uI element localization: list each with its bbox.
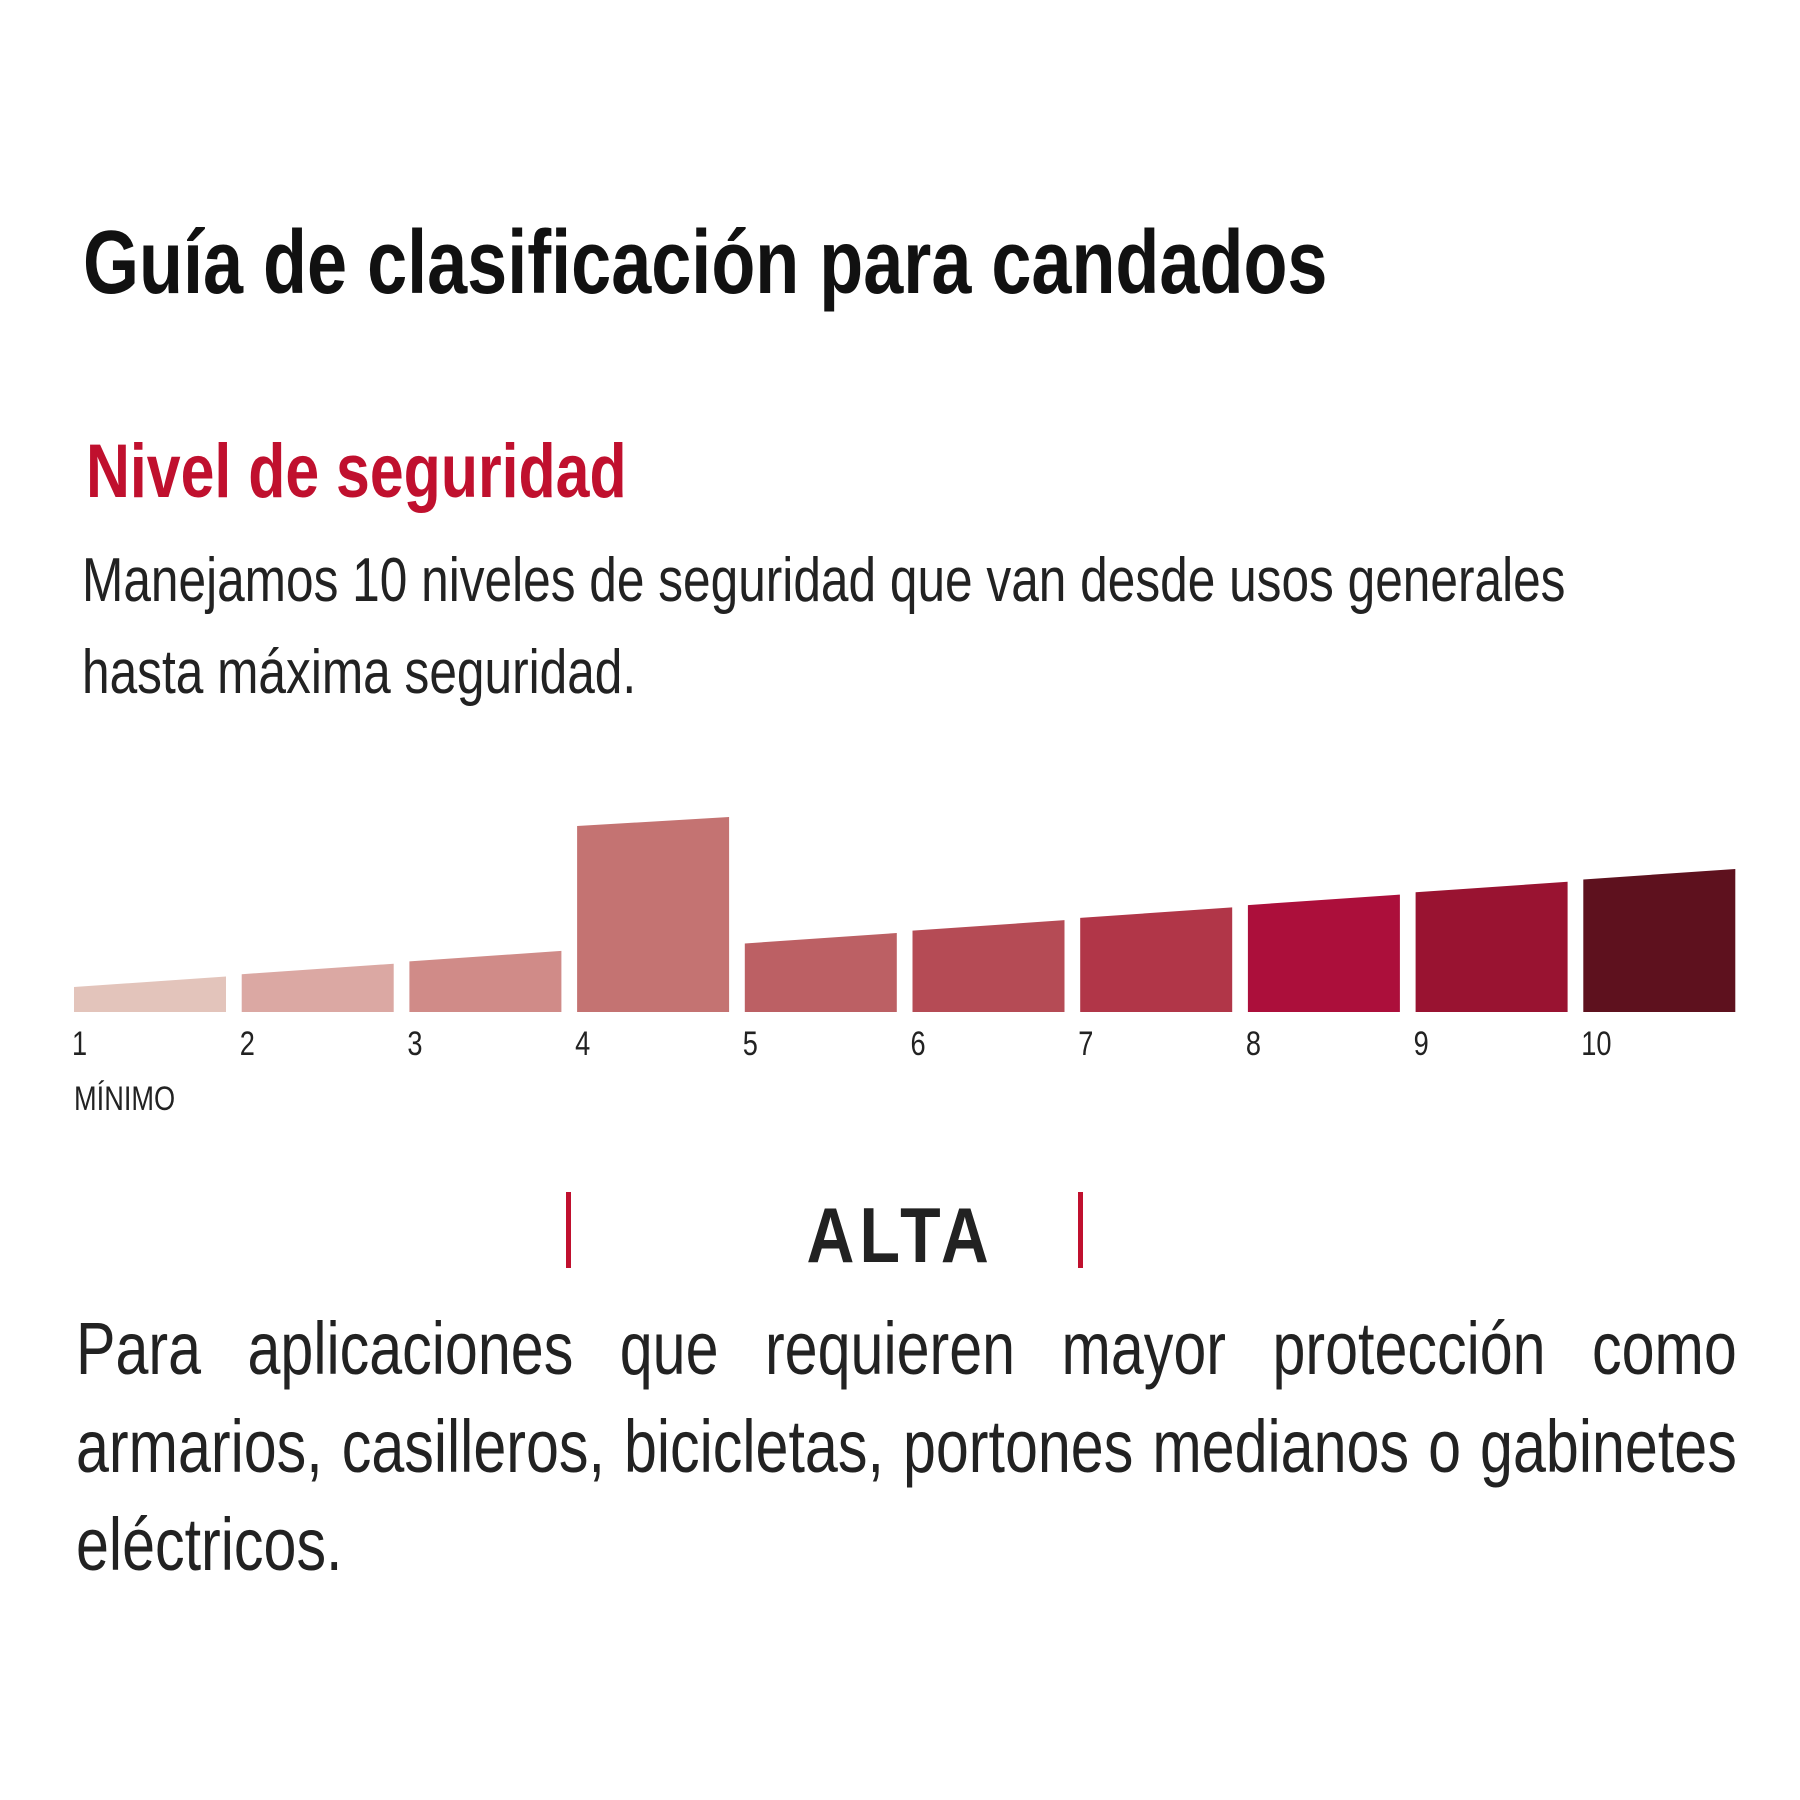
- bar-level-1: [74, 976, 226, 1012]
- level-divider-right: [1078, 1192, 1083, 1268]
- bar-level-5: [744, 932, 897, 1012]
- intro-text: Manejamos 10 niveles de seguridad que va…: [82, 546, 1566, 707]
- tick-label-3: 3: [407, 1024, 422, 1063]
- section-title: Nivel de seguridad: [86, 429, 627, 514]
- bar-level-9: [1415, 881, 1568, 1012]
- page-title: Guía de clasificación para candados: [83, 213, 1328, 313]
- level-name-wrap: ALTA: [0, 1190, 1800, 1281]
- bar-level-2: [241, 963, 394, 1012]
- tick-label-6: 6: [911, 1024, 926, 1063]
- bar-level-7: [1080, 907, 1233, 1012]
- bar-level-8: [1247, 894, 1400, 1012]
- security-level-chart: 1 2 3 4 5 6 7 8 9 10 MÍNIMO: [72, 817, 1736, 1118]
- level-name: ALTA: [806, 1191, 994, 1279]
- level-description: Para aplicaciones que requieren mayor pr…: [76, 1307, 1737, 1586]
- tick-label-9: 9: [1414, 1024, 1429, 1063]
- tick-label-2: 2: [240, 1024, 255, 1063]
- bar-level-3: [409, 950, 562, 1012]
- level-divider-left: [566, 1192, 571, 1268]
- tick-label-10: 10: [1581, 1024, 1611, 1063]
- min-label: MÍNIMO: [74, 1079, 175, 1118]
- tick-label-4: 4: [575, 1024, 590, 1063]
- bar-level-6: [912, 920, 1065, 1012]
- tick-label-5: 5: [743, 1024, 758, 1063]
- tick-label-7: 7: [1078, 1024, 1093, 1063]
- bar-level-10: [1583, 868, 1736, 1012]
- tick-label-1: 1: [72, 1024, 87, 1063]
- bar-level-4: [577, 817, 730, 1012]
- tick-label-8: 8: [1246, 1024, 1261, 1063]
